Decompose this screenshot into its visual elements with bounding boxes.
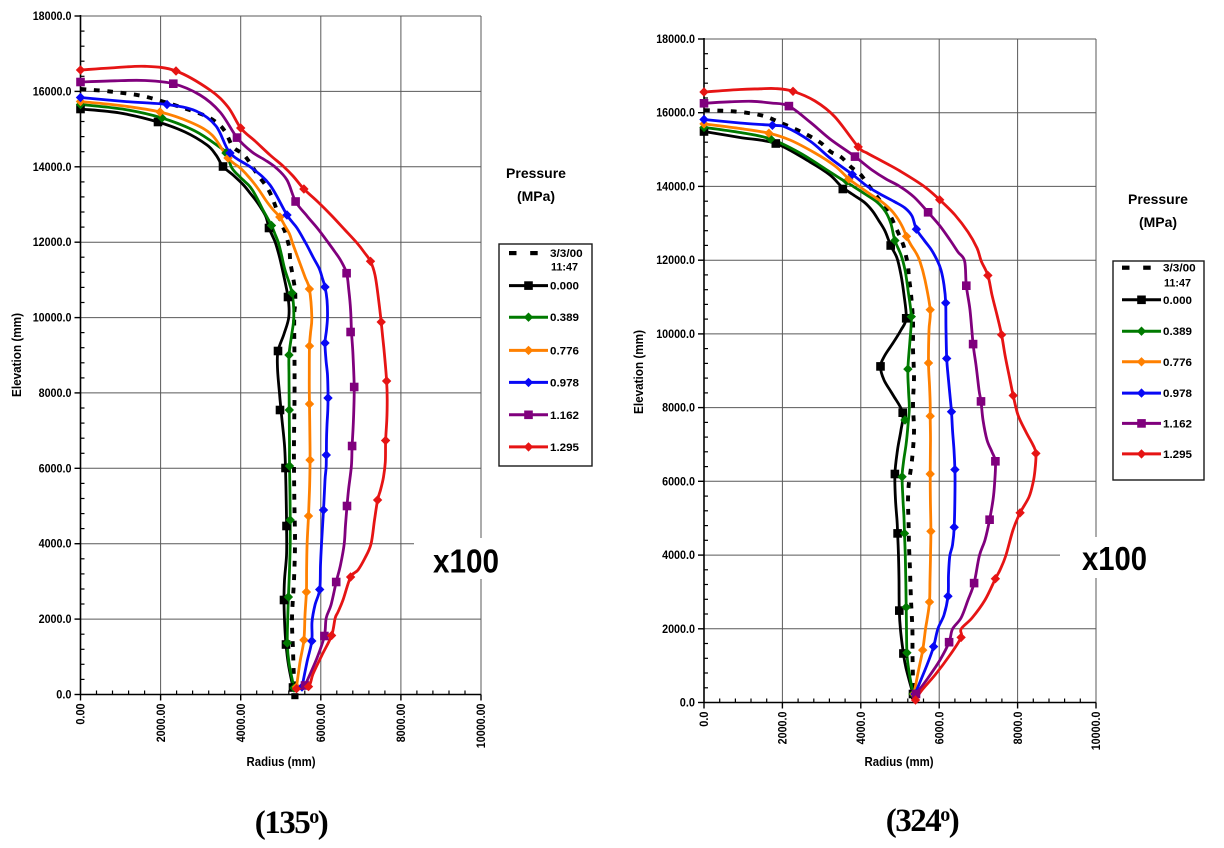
svg-text:3/3/00: 3/3/00 [550,248,583,260]
svg-text:1.295: 1.295 [1163,449,1192,461]
svg-text:14000.0: 14000.0 [656,179,695,193]
svg-text:6000.0: 6000.0 [662,474,695,488]
svg-text:1.295: 1.295 [550,442,579,454]
svg-text:0.00: 0.00 [74,703,88,724]
svg-text:2000.00: 2000.00 [154,703,168,742]
svg-text:(MPa): (MPa) [517,188,555,204]
svg-text:0.389: 0.389 [550,312,579,324]
svg-text:6000.00: 6000.00 [314,703,328,742]
svg-text:Elevation (mm): Elevation (mm) [631,330,646,414]
svg-text:0.776: 0.776 [1163,357,1192,369]
svg-text:11:47: 11:47 [1164,278,1191,290]
svg-text:3/3/00: 3/3/00 [1163,263,1196,275]
svg-text:10000.00: 10000.00 [474,703,488,748]
svg-text:14000.0: 14000.0 [33,160,72,174]
svg-text:12000.0: 12000.0 [33,235,72,249]
svg-text:(MPa): (MPa) [1139,214,1177,230]
svg-text:1.162: 1.162 [1163,418,1192,430]
svg-text:0.389: 0.389 [1163,326,1192,338]
svg-text:0.978: 0.978 [550,377,579,389]
svg-text:11:47: 11:47 [551,261,578,273]
svg-text:8000.0: 8000.0 [39,386,72,400]
svg-text:8000.0: 8000.0 [1011,711,1025,744]
svg-text:Radius (mm): Radius (mm) [247,754,316,769]
svg-text:x100: x100 [1082,540,1147,577]
svg-text:10000.0: 10000.0 [33,311,72,325]
svg-text:2000.0: 2000.0 [776,711,790,744]
svg-text:4000.00: 4000.00 [234,703,248,742]
svg-text:0.0: 0.0 [697,711,711,726]
svg-text:18000.0: 18000.0 [656,32,695,46]
svg-text:Radius (mm): Radius (mm) [865,754,934,769]
svg-text:2000.0: 2000.0 [662,622,695,636]
svg-text:10000.0: 10000.0 [1089,711,1103,750]
svg-text:1.162: 1.162 [550,410,579,422]
svg-text:0.000: 0.000 [550,281,579,293]
svg-text:10000.0: 10000.0 [656,327,695,341]
svg-text:8000.00: 8000.00 [394,703,408,742]
svg-text:16000.0: 16000.0 [33,84,72,98]
svg-text:8000.0: 8000.0 [662,401,695,415]
svg-text:0.0: 0.0 [680,696,695,710]
svg-text:6000.0: 6000.0 [39,461,72,475]
svg-text:Elevation (mm): Elevation (mm) [9,313,24,397]
svg-text:Pressure: Pressure [506,165,566,181]
svg-text:(324o): (324o) [886,803,959,839]
svg-text:x100: x100 [433,543,499,580]
svg-text:0.0: 0.0 [56,688,71,702]
svg-text:4000.0: 4000.0 [39,537,72,551]
svg-text:0.000: 0.000 [1163,295,1192,307]
svg-text:18000.0: 18000.0 [33,9,72,23]
svg-text:0.776: 0.776 [550,345,579,357]
svg-text:(135o): (135o) [255,805,328,841]
svg-text:4000.0: 4000.0 [662,548,695,562]
svg-text:6000.0: 6000.0 [932,711,946,744]
svg-text:0.978: 0.978 [1163,388,1192,400]
svg-text:12000.0: 12000.0 [656,253,695,267]
svg-text:16000.0: 16000.0 [656,106,695,120]
svg-text:Pressure: Pressure [1128,191,1188,207]
svg-text:4000.0: 4000.0 [854,711,868,744]
svg-text:2000.0: 2000.0 [39,612,72,626]
